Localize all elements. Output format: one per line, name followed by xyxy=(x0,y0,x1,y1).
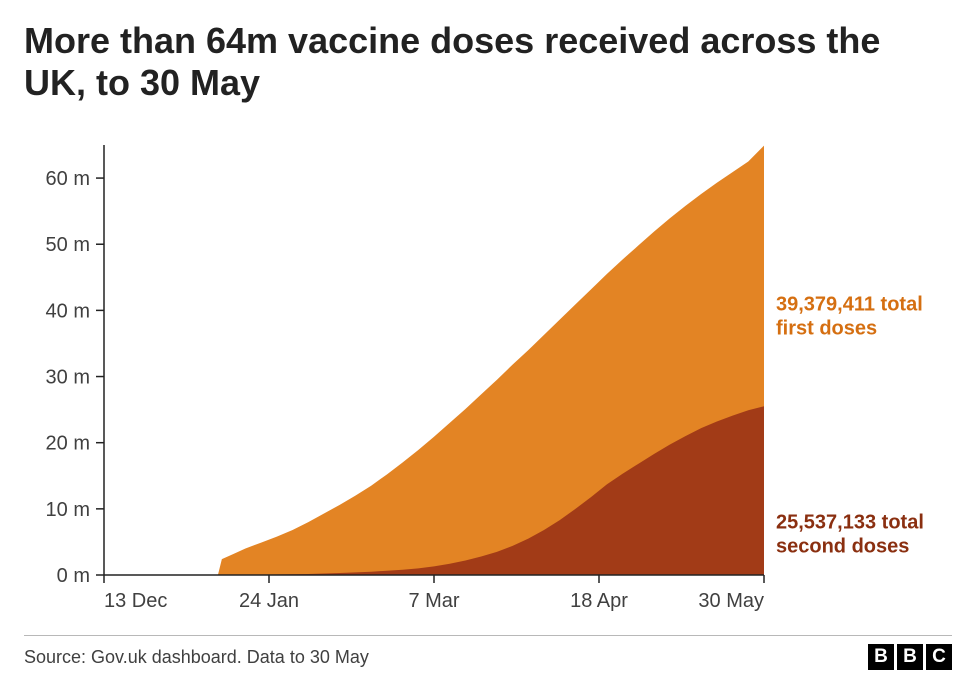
area-chart-svg: 0 m 10 m 20 m 30 m 40 m 50 m 60 m 13 Dec 24 Jan 7… xyxy=(24,135,952,625)
chart-title: More than 64m vaccine doses received acr… xyxy=(24,20,952,105)
bbc-logo: B B C xyxy=(868,644,952,670)
bbc-logo-letter: C xyxy=(926,644,952,670)
x-tick-label: 24 Jan xyxy=(239,590,299,612)
source-text: Source: Gov.uk dashboard. Data to 30 May xyxy=(24,647,369,668)
annotation-first-line1: 39,379,411 total xyxy=(776,293,923,315)
y-tick-label: 30 m xyxy=(46,366,90,388)
y-tick-label: 50 m xyxy=(46,234,90,256)
y-tick-label: 20 m xyxy=(46,433,90,455)
annotation-second-line1: 25,537,133 total xyxy=(776,512,924,534)
y-tick-label: 0 m xyxy=(57,565,90,587)
chart-area: 0 m 10 m 20 m 30 m 40 m 50 m 60 m 13 Dec 24 Jan 7… xyxy=(24,135,952,627)
annotation-second-line2: second doses xyxy=(776,536,909,558)
bbc-logo-letter: B xyxy=(897,644,923,670)
x-tick-label: 13 Dec xyxy=(104,590,167,612)
x-tick-label: 18 Apr xyxy=(570,590,628,612)
footer: Source: Gov.uk dashboard. Data to 30 May… xyxy=(24,635,952,670)
x-tick-label: 7 Mar xyxy=(408,590,459,612)
y-tick-label: 10 m xyxy=(46,499,90,521)
annotation-first-line2: first doses xyxy=(776,317,877,339)
y-tick-label: 60 m xyxy=(46,168,90,190)
bbc-logo-letter: B xyxy=(868,644,894,670)
x-tick-label: 30 May xyxy=(698,590,764,612)
y-tick-label: 40 m xyxy=(46,300,90,322)
